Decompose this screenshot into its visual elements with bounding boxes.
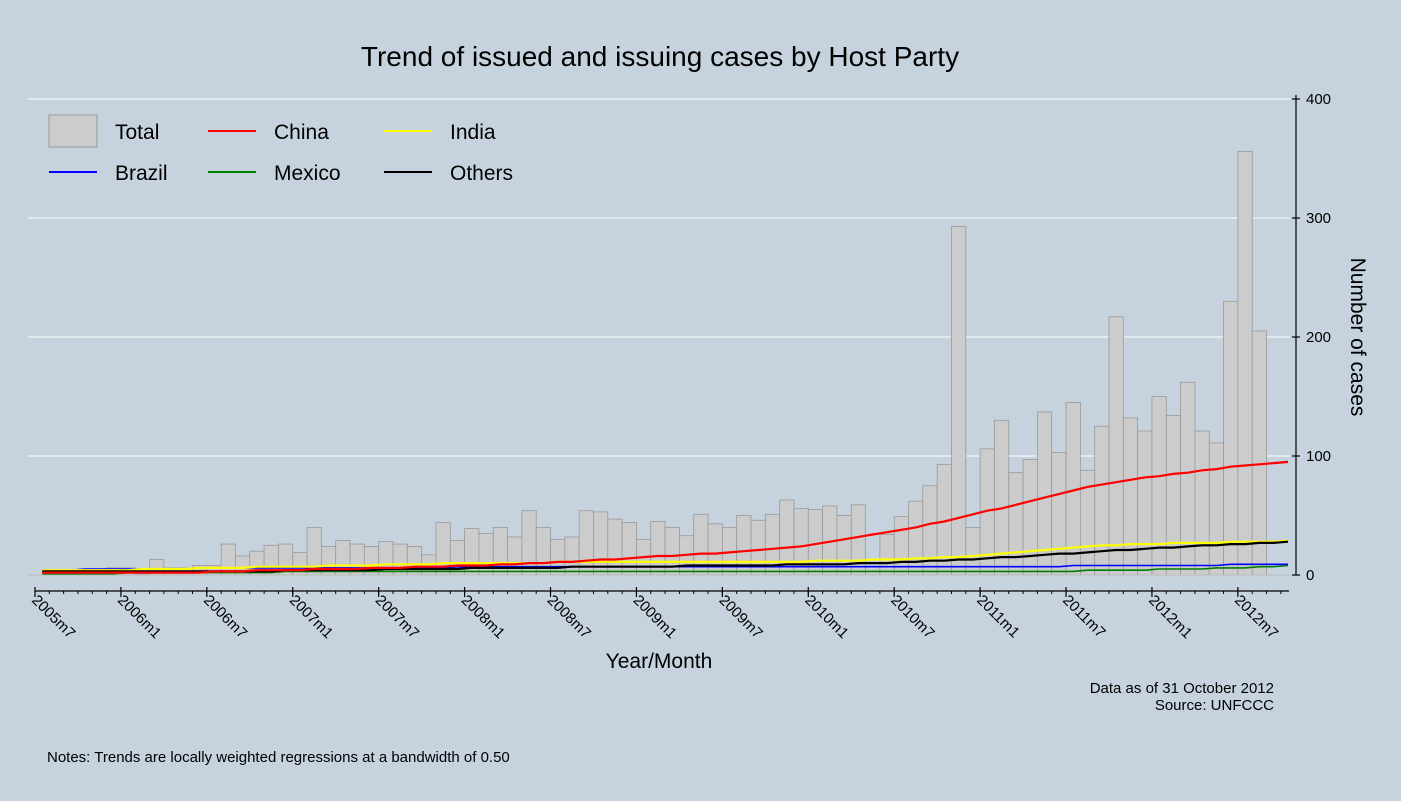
x-tick-label: 2008m1 xyxy=(458,592,508,642)
y-axis: 0 100 200 300 400 xyxy=(1292,91,1331,584)
legend-label: Mexico xyxy=(274,162,341,185)
grid xyxy=(28,98,1290,457)
bar-2008m8 xyxy=(564,536,580,576)
bar-2012m5 xyxy=(1208,442,1224,576)
source-note: Source: UNFCCC xyxy=(1154,697,1274,714)
bar-2008m9 xyxy=(578,510,594,576)
bar-2011m2 xyxy=(994,419,1010,576)
bar-2010m11 xyxy=(951,225,967,576)
bar-2012m2 xyxy=(1165,415,1182,576)
bar-2009m3 xyxy=(664,527,680,576)
bar-2007m8 xyxy=(392,543,408,576)
bar-2010m6 xyxy=(879,534,895,576)
data-as-of-note: Data as of 31 October 2012 xyxy=(1089,680,1274,697)
bars xyxy=(28,150,1290,576)
bar-2008m4 xyxy=(507,536,523,576)
bar-2011m11 xyxy=(1122,417,1139,576)
x-tick-label: 2005m7 xyxy=(28,592,78,642)
legend-label: Total xyxy=(115,121,159,144)
bar-2012m4 xyxy=(1194,430,1210,576)
x-tick-label: 2012m7 xyxy=(1231,592,1281,642)
x-tick-label: 2008m7 xyxy=(544,592,594,642)
bar-2011m12 xyxy=(1137,430,1153,576)
legend-swatch-total xyxy=(48,114,98,148)
legend-label: Others xyxy=(450,162,513,185)
trend-line-china xyxy=(42,460,1289,574)
bar-2008m5 xyxy=(521,510,537,576)
legend: Total China India Brazil Mexico Others xyxy=(48,114,513,185)
bar-2011m6 xyxy=(1051,452,1067,576)
x-axis-label: Year/Month xyxy=(606,650,713,673)
trend-line-india xyxy=(42,539,1289,572)
bar-2012m7 xyxy=(1237,150,1253,576)
legend-label: Brazil xyxy=(115,162,168,185)
y-tick-label: 200 xyxy=(1306,329,1331,346)
trend-line-mexico xyxy=(42,564,1289,575)
x-tick-label: 2011m1 xyxy=(973,592,1023,642)
bar-2011m10 xyxy=(1108,316,1124,576)
x-tick-label: 2010m1 xyxy=(801,592,851,642)
trend-lines xyxy=(42,460,1289,575)
x-tick-label: 2007m7 xyxy=(372,592,422,642)
y-tick-label: 300 xyxy=(1306,210,1331,227)
x-tick-label: 2006m7 xyxy=(200,592,250,642)
x-tick-label: 2009m7 xyxy=(716,592,766,642)
legend-label: China xyxy=(274,121,329,144)
regression-note: Notes: Trends are locally weighted regre… xyxy=(47,749,510,766)
bar-2008m10 xyxy=(593,511,609,576)
x-tick-label: 2011m7 xyxy=(1059,592,1109,642)
x-tick-label: 2010m7 xyxy=(887,592,937,642)
y-tick-label: 0 xyxy=(1306,567,1314,584)
y-tick-label: 400 xyxy=(1306,91,1331,108)
legend-label: India xyxy=(450,121,496,144)
x-tick-label: 2012m1 xyxy=(1145,592,1195,642)
bar-2010m8 xyxy=(908,500,924,576)
x-tick-label: 2007m1 xyxy=(286,592,336,642)
bar-2011m3 xyxy=(1008,472,1024,576)
y-tick-label: 100 xyxy=(1306,448,1331,465)
x-axis: 2005m7 2006m1 2006m7 2007m1 2007m7 2008m1 2008… xyxy=(28,587,1289,642)
x-tick-label: 2006m1 xyxy=(114,592,164,642)
bar-2012m8 xyxy=(1251,330,1267,576)
bar-2012m6 xyxy=(1223,300,1239,576)
bar-2010m12 xyxy=(965,527,981,576)
chart-title: Trend of issued and issuing cases by Hos… xyxy=(361,41,959,72)
x-tick-label: 2009m1 xyxy=(630,592,680,642)
bar-2008m7 xyxy=(550,538,566,576)
y-axis-label: Number of cases xyxy=(1346,258,1369,417)
bar-2011m4 xyxy=(1022,459,1038,576)
